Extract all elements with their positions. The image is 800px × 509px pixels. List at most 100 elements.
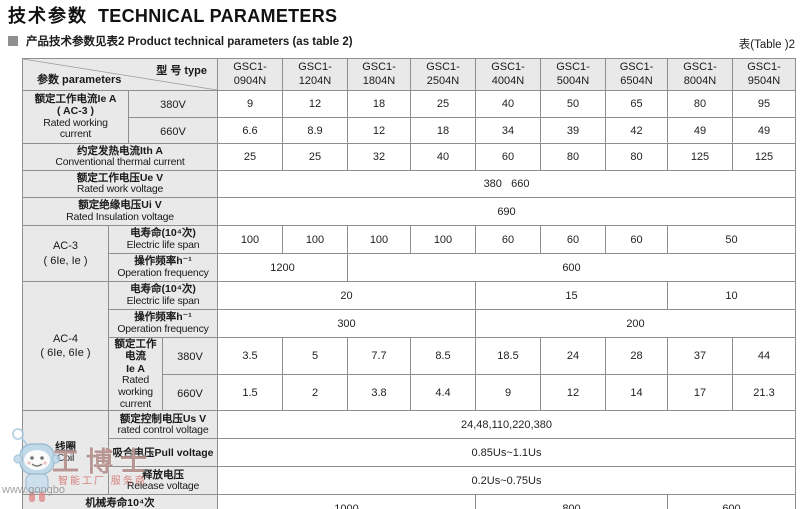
- value-cell-span: 15: [475, 281, 668, 310]
- value-cell: 80: [605, 143, 668, 171]
- table-row: 额定绝缘电压Ui V Rated Insulation voltage 690: [22, 197, 796, 226]
- value-cell: 7.7: [347, 337, 411, 375]
- value-cell: 95: [732, 90, 796, 118]
- bullet-square-icon: [8, 36, 18, 46]
- group-label-ac3: AC-3 ( 6Ie, Ie ): [22, 225, 109, 282]
- row-label-ac3-current: 额定工作电流Ie A ( AC-3 ) Rated working curren…: [22, 90, 129, 144]
- value-cell: 8.5: [410, 337, 476, 375]
- subtitle-text: 产品技术参数见表2 Product technical parameters (…: [26, 36, 353, 48]
- diagonal-divider: [23, 59, 217, 90]
- row-label-rated-voltage: 额定工作电压Ue V Rated work voltage: [22, 170, 218, 198]
- table-row: 吸合电压Pull voltage 0.85Us~1.1Us: [23, 438, 796, 468]
- model-header: GSC1- 9504N: [732, 58, 796, 91]
- value-cell: 25: [282, 143, 348, 171]
- technical-parameters-table: 型 号 type 参数 parameters GSC1- 0904N GSC1-…: [22, 58, 796, 509]
- model-header: GSC1- 1804N: [347, 58, 411, 91]
- value-cell: 50: [540, 90, 606, 118]
- row-label-pull-voltage: 吸合电压Pull voltage: [108, 438, 218, 468]
- table-row: 操作频率h⁻¹ Operation frequency 1200 600: [23, 253, 796, 282]
- label-en: Rated working current: [43, 116, 108, 141]
- row-label-insulation-voltage: 额定绝缘电压Ui V Rated Insulation voltage: [22, 197, 218, 226]
- table-row: 线圈 Coil 额定控制电压Us V rated control voltage…: [22, 410, 796, 496]
- value-cell: 100: [410, 225, 476, 254]
- voltage-label-380: 380V: [162, 337, 218, 375]
- model-header: GSC1- 4004N: [475, 58, 541, 91]
- value-cell-span: 1200: [217, 253, 348, 282]
- table-row: 660V 6.6 8.9 12 18 34 39 42 49 49: [23, 117, 796, 144]
- value-cell-span: 300: [217, 309, 476, 338]
- row-label-thermal: 约定发热电流Ith A Conventional thermal current: [22, 143, 218, 171]
- value-cell: 100: [347, 225, 411, 254]
- value-cell: 42: [605, 117, 668, 144]
- row-label-ac4-life: 电寿命(10⁴次) Electric life span: [108, 281, 218, 310]
- corner-header-cell: 型 号 type 参数 parameters: [22, 58, 218, 91]
- value-cell: 4.4: [410, 373, 476, 412]
- row-label-ac3-frequency: 操作频率h⁻¹ Operation frequency: [108, 253, 218, 282]
- table-row: 额定工作电流Ie A ( AC-3 ) Rated working curren…: [22, 90, 796, 144]
- table-reference: 表(Table )2: [738, 39, 795, 51]
- value-cell: 34: [475, 117, 541, 144]
- value-cell: 21.3: [732, 373, 796, 412]
- value-cell: 6.6: [217, 117, 283, 144]
- value-cell-span: 20: [217, 281, 476, 310]
- value-cell: 125: [667, 143, 733, 171]
- value-cell: 37: [667, 337, 733, 375]
- value-cell: 49: [732, 117, 796, 144]
- value-cell: 1.5: [217, 373, 283, 412]
- table-row: 释放电压 Release voltage 0.2Us~0.75Us: [23, 466, 796, 496]
- page-title-en: TECHNICAL PARAMETERS: [98, 6, 338, 26]
- value-cell-span: 1000: [217, 494, 476, 509]
- value-cell: 125: [732, 143, 796, 171]
- value-cell: 24: [540, 337, 606, 375]
- value-cell-span: 10: [667, 281, 796, 310]
- row-label-control-voltage: 额定控制电压Us V rated control voltage: [108, 410, 218, 440]
- corner-param-label: 参数 parameters: [37, 74, 122, 86]
- value-cell: 40: [410, 143, 476, 171]
- row-label-mechanical-life: 机械寿命10⁴次 Machinery life span of trip tim…: [22, 494, 218, 509]
- row-label-ac4-frequency: 操作频率h⁻¹ Operation frequency: [108, 309, 218, 338]
- value-cell: 5: [282, 337, 348, 375]
- value-cell-span: 0.85Us~1.1Us: [217, 438, 796, 468]
- value-cell-span: 24,48,110,220,380: [217, 410, 796, 440]
- value-cell: 80: [540, 143, 606, 171]
- value-cell: 12: [540, 373, 606, 412]
- value-cell-span: 380 660: [217, 170, 796, 198]
- model-header: GSC1- 5004N: [540, 58, 606, 91]
- label-zh: 额定工作电流Ie A ( AC-3 ): [34, 92, 117, 118]
- value-cell: 12: [347, 117, 411, 144]
- value-cell-span: 800: [475, 494, 668, 509]
- value-cell: 32: [347, 143, 411, 171]
- row-label-ac4-current: 额定工作电流 Ie A Rated working current: [108, 336, 163, 412]
- model-header: GSC1- 1204N: [282, 58, 348, 91]
- corner-type-label: 型 号 type: [156, 65, 207, 77]
- value-cell-span: 0.2Us~0.75Us: [217, 466, 796, 496]
- value-cell: 28: [605, 337, 668, 375]
- value-cell: 60: [475, 143, 541, 171]
- value-cell: 44: [732, 337, 796, 375]
- model-header: GSC1- 6504N: [605, 58, 668, 91]
- value-cell: 100: [217, 225, 283, 254]
- value-cell: 80: [667, 90, 733, 118]
- group-label-ac4: AC-4 ( 6Ie, 6Ie ): [22, 280, 109, 412]
- value-cell-span: 600: [667, 494, 796, 509]
- value-cell: 12: [282, 90, 348, 118]
- row-label-release-voltage: 释放电压 Release voltage: [108, 466, 218, 496]
- table-row: AC-3 ( 6Ie, Ie ) 电寿命(10⁴次) Electric life…: [22, 225, 796, 282]
- value-cell: 9: [475, 373, 541, 412]
- model-header: GSC1- 0904N: [217, 58, 283, 91]
- voltage-label-660: 660V: [162, 373, 218, 412]
- value-cell: 14: [605, 373, 668, 412]
- voltage-label-380: 380V: [128, 90, 218, 118]
- value-cell: 25: [410, 90, 476, 118]
- table-row: 额定工作电压Ue V Rated work voltage 380 660: [22, 170, 796, 198]
- value-cell: 60: [475, 225, 541, 254]
- table-row: 型 号 type 参数 parameters GSC1- 0904N GSC1-…: [22, 58, 796, 91]
- value-cell: 65: [605, 90, 668, 118]
- value-cell: 17: [667, 373, 733, 412]
- value-cell: 49: [667, 117, 733, 144]
- value-cell-span: 600: [347, 253, 796, 282]
- value-cell: 100: [282, 225, 348, 254]
- value-cell-span: 690: [217, 197, 796, 226]
- model-header: GSC1- 8004N: [667, 58, 733, 91]
